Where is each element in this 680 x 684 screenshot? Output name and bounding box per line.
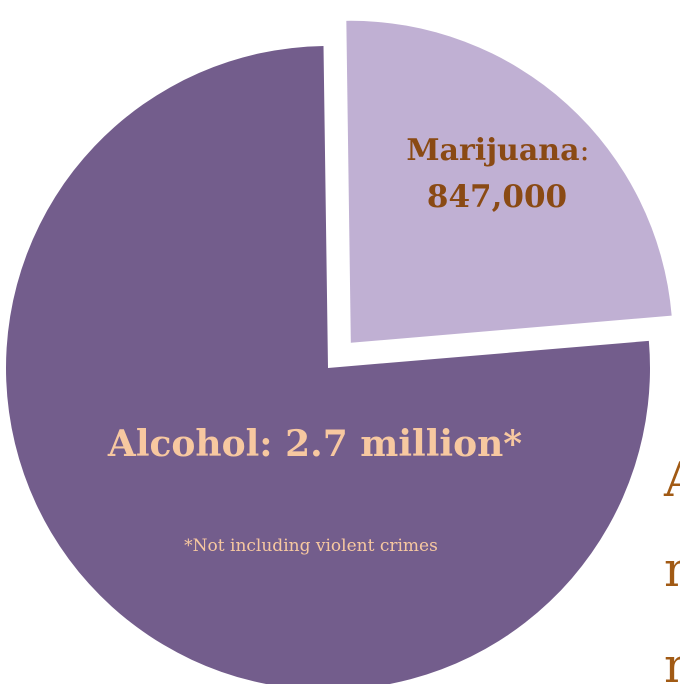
slice-label-marijuana-name: Marijuana (406, 133, 579, 168)
footnote: *Not including violent crimes (184, 536, 438, 556)
slice-label-marijuana-separator: : (580, 133, 590, 168)
side-text-line-3: n (664, 638, 680, 684)
pie-slice-alcohol (6, 46, 650, 684)
pie-slices (6, 20, 672, 684)
slice-label-marijuana: Marijuana: (406, 133, 589, 168)
side-text-line-2: n (664, 542, 680, 598)
pie-slice-marijuana (346, 20, 672, 343)
side-text-line-1: A (663, 452, 680, 508)
slice-label-alcohol: Alcohol: 2.7 million* (107, 423, 522, 465)
slice-value-marijuana: 847,000 (427, 179, 567, 215)
